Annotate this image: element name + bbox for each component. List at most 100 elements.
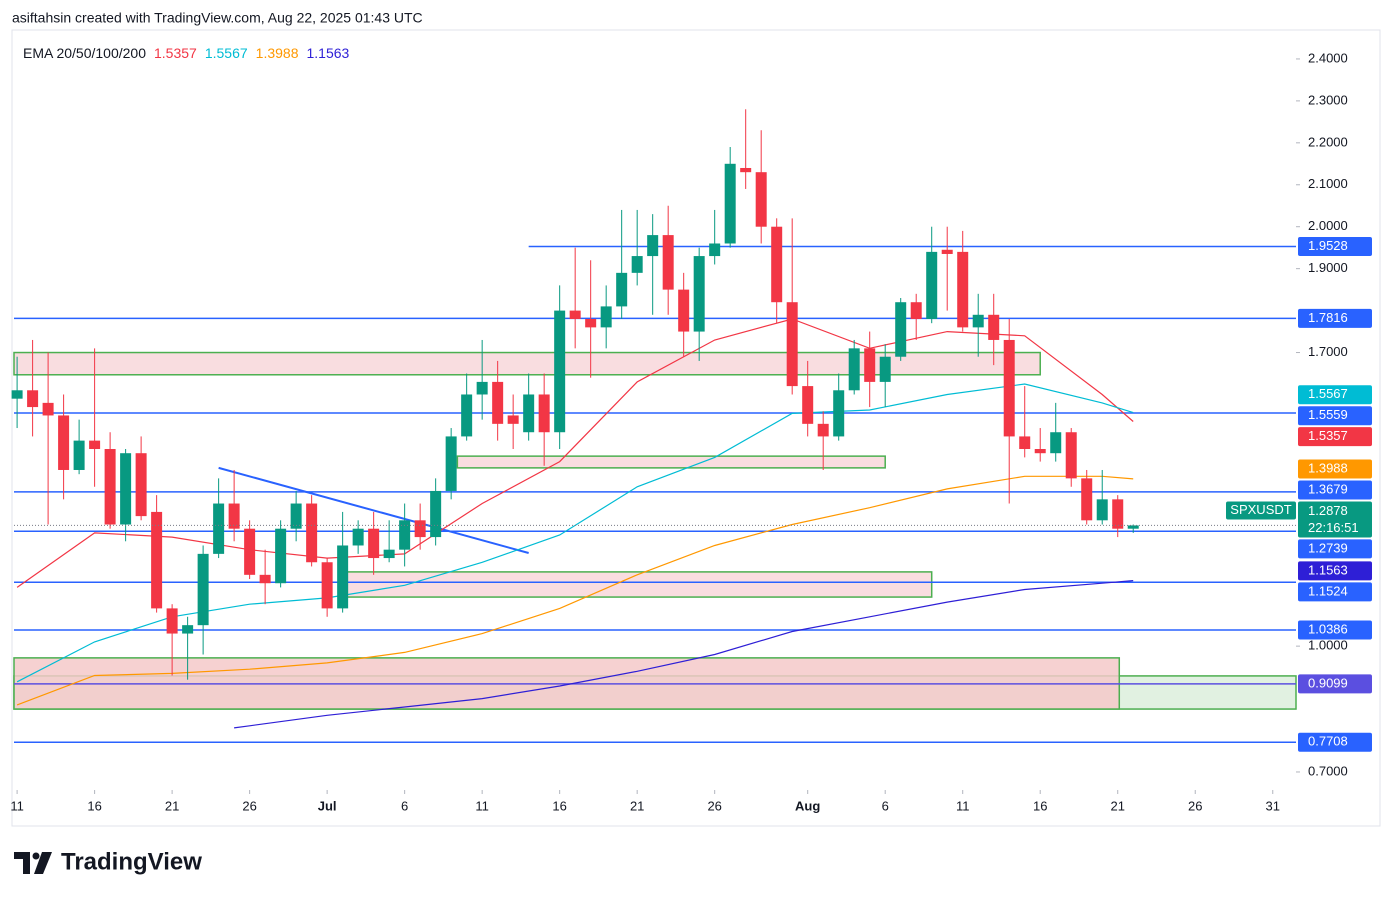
candle-body [399, 520, 411, 550]
price-label-box [1298, 539, 1372, 559]
candle-body [213, 503, 225, 554]
price-label-box [1298, 582, 1372, 602]
ema-line [16, 383, 1134, 683]
candle-body [709, 243, 721, 257]
candle-body [771, 226, 783, 303]
candle-body [786, 302, 798, 387]
candle-body [972, 314, 984, 328]
x-tick-label: 6 [882, 798, 889, 813]
brand-name: TradingView [61, 848, 202, 875]
candle-body [104, 449, 116, 525]
y-tick-label: 2.1000 [1308, 176, 1348, 191]
candle-body [538, 394, 550, 433]
logo-mark [14, 852, 30, 874]
candle-body [802, 386, 814, 424]
candle-body [755, 172, 767, 227]
candle-body [1112, 499, 1124, 529]
x-tick-label: 16 [1033, 798, 1047, 813]
candle-body [910, 302, 922, 319]
x-tick-label: 26 [707, 798, 721, 813]
candle-body [585, 318, 597, 328]
candle-body [445, 436, 457, 491]
price-label-text: 1.1563 [1308, 562, 1348, 577]
zone [346, 571, 933, 598]
candle-body [1081, 478, 1093, 521]
price-label-box [1298, 308, 1372, 328]
candle-body [414, 520, 426, 538]
price-label-text: 1.3988 [1308, 460, 1348, 475]
price-label-box [1298, 406, 1372, 426]
candle-body [306, 503, 318, 563]
price-label-text: 1.2878 [1308, 503, 1348, 518]
header: asiftahsin created with TradingView.com,… [12, 10, 423, 26]
candle-body [724, 163, 736, 244]
candle-body [275, 528, 287, 584]
price-label-box [1298, 732, 1372, 752]
plot-area [11, 109, 1297, 744]
candle-body [631, 256, 643, 273]
price-label-box [1298, 480, 1372, 500]
price-label: 1.3988 [1298, 459, 1372, 479]
price-label-text: 0.9099 [1308, 675, 1348, 690]
x-tick-label: 6 [401, 798, 408, 813]
price-label: 1.3679 [1298, 480, 1372, 500]
y-tick-label: 1.0000 [1308, 638, 1348, 653]
price-label: 1.5559 [1298, 406, 1372, 426]
candle-body [678, 289, 690, 332]
price-label-box [1298, 561, 1372, 581]
price-label: 0.9099 [1298, 674, 1372, 694]
candle-body [693, 256, 705, 332]
x-tick-label: 31 [1266, 798, 1280, 813]
candle-body [383, 549, 395, 559]
price-label: 1.5567 [1298, 385, 1372, 405]
price-label: 0.7708 [1298, 732, 1372, 752]
price-label-text: 1.2739 [1308, 540, 1348, 555]
legend-item: 1.5567 [205, 45, 248, 61]
candle-body [337, 545, 349, 609]
logo-dot [32, 852, 40, 860]
candle-body [616, 272, 628, 307]
symbol-box [1226, 501, 1296, 520]
y-tick-label: 1.7000 [1308, 344, 1348, 359]
candle-body [554, 310, 566, 433]
candle-body [135, 453, 147, 517]
y-tick-label: 2.3000 [1308, 92, 1348, 107]
price-label-box [1298, 237, 1372, 257]
price-label-text: 1.7816 [1308, 310, 1348, 325]
candle-body [259, 574, 271, 584]
ema-line [16, 318, 1134, 588]
price-label-box [1298, 385, 1372, 405]
candle-body [662, 235, 674, 290]
candle-body [321, 562, 333, 609]
price-label-box [1298, 427, 1372, 447]
legend-item: 1.5357 [154, 45, 197, 61]
candle-body [89, 440, 101, 450]
candle-body [244, 528, 256, 575]
x-tick-label: 21 [165, 798, 179, 813]
price-label-text: 0.7708 [1308, 734, 1348, 749]
x-tick-label: 11 [475, 798, 489, 813]
candle-body [1003, 339, 1015, 437]
trend-line [218, 466, 529, 554]
legend-item: EMA 20/50/100/200 [23, 45, 146, 61]
price-label: 1.5357 [1298, 427, 1372, 447]
price-label-text: 1.9528 [1308, 238, 1348, 253]
ema-line [234, 580, 1134, 729]
candle-body [600, 306, 612, 328]
candle-body [1065, 432, 1077, 479]
candle-body [476, 381, 488, 395]
candle-body [492, 381, 504, 424]
price-label-box [1298, 501, 1372, 538]
price-label-text: 1.5559 [1308, 407, 1348, 422]
price-label: 1.7816 [1298, 308, 1372, 328]
zone [456, 455, 886, 469]
candle-body [879, 356, 891, 382]
candle-body [957, 251, 969, 328]
candle-body [461, 394, 473, 437]
x-tick-label: 26 [1188, 798, 1202, 813]
candle-body [1096, 499, 1108, 521]
y-tick-label: 2.2000 [1308, 134, 1348, 149]
candle-body [1127, 525, 1139, 529]
chart-frame [11, 29, 1381, 827]
